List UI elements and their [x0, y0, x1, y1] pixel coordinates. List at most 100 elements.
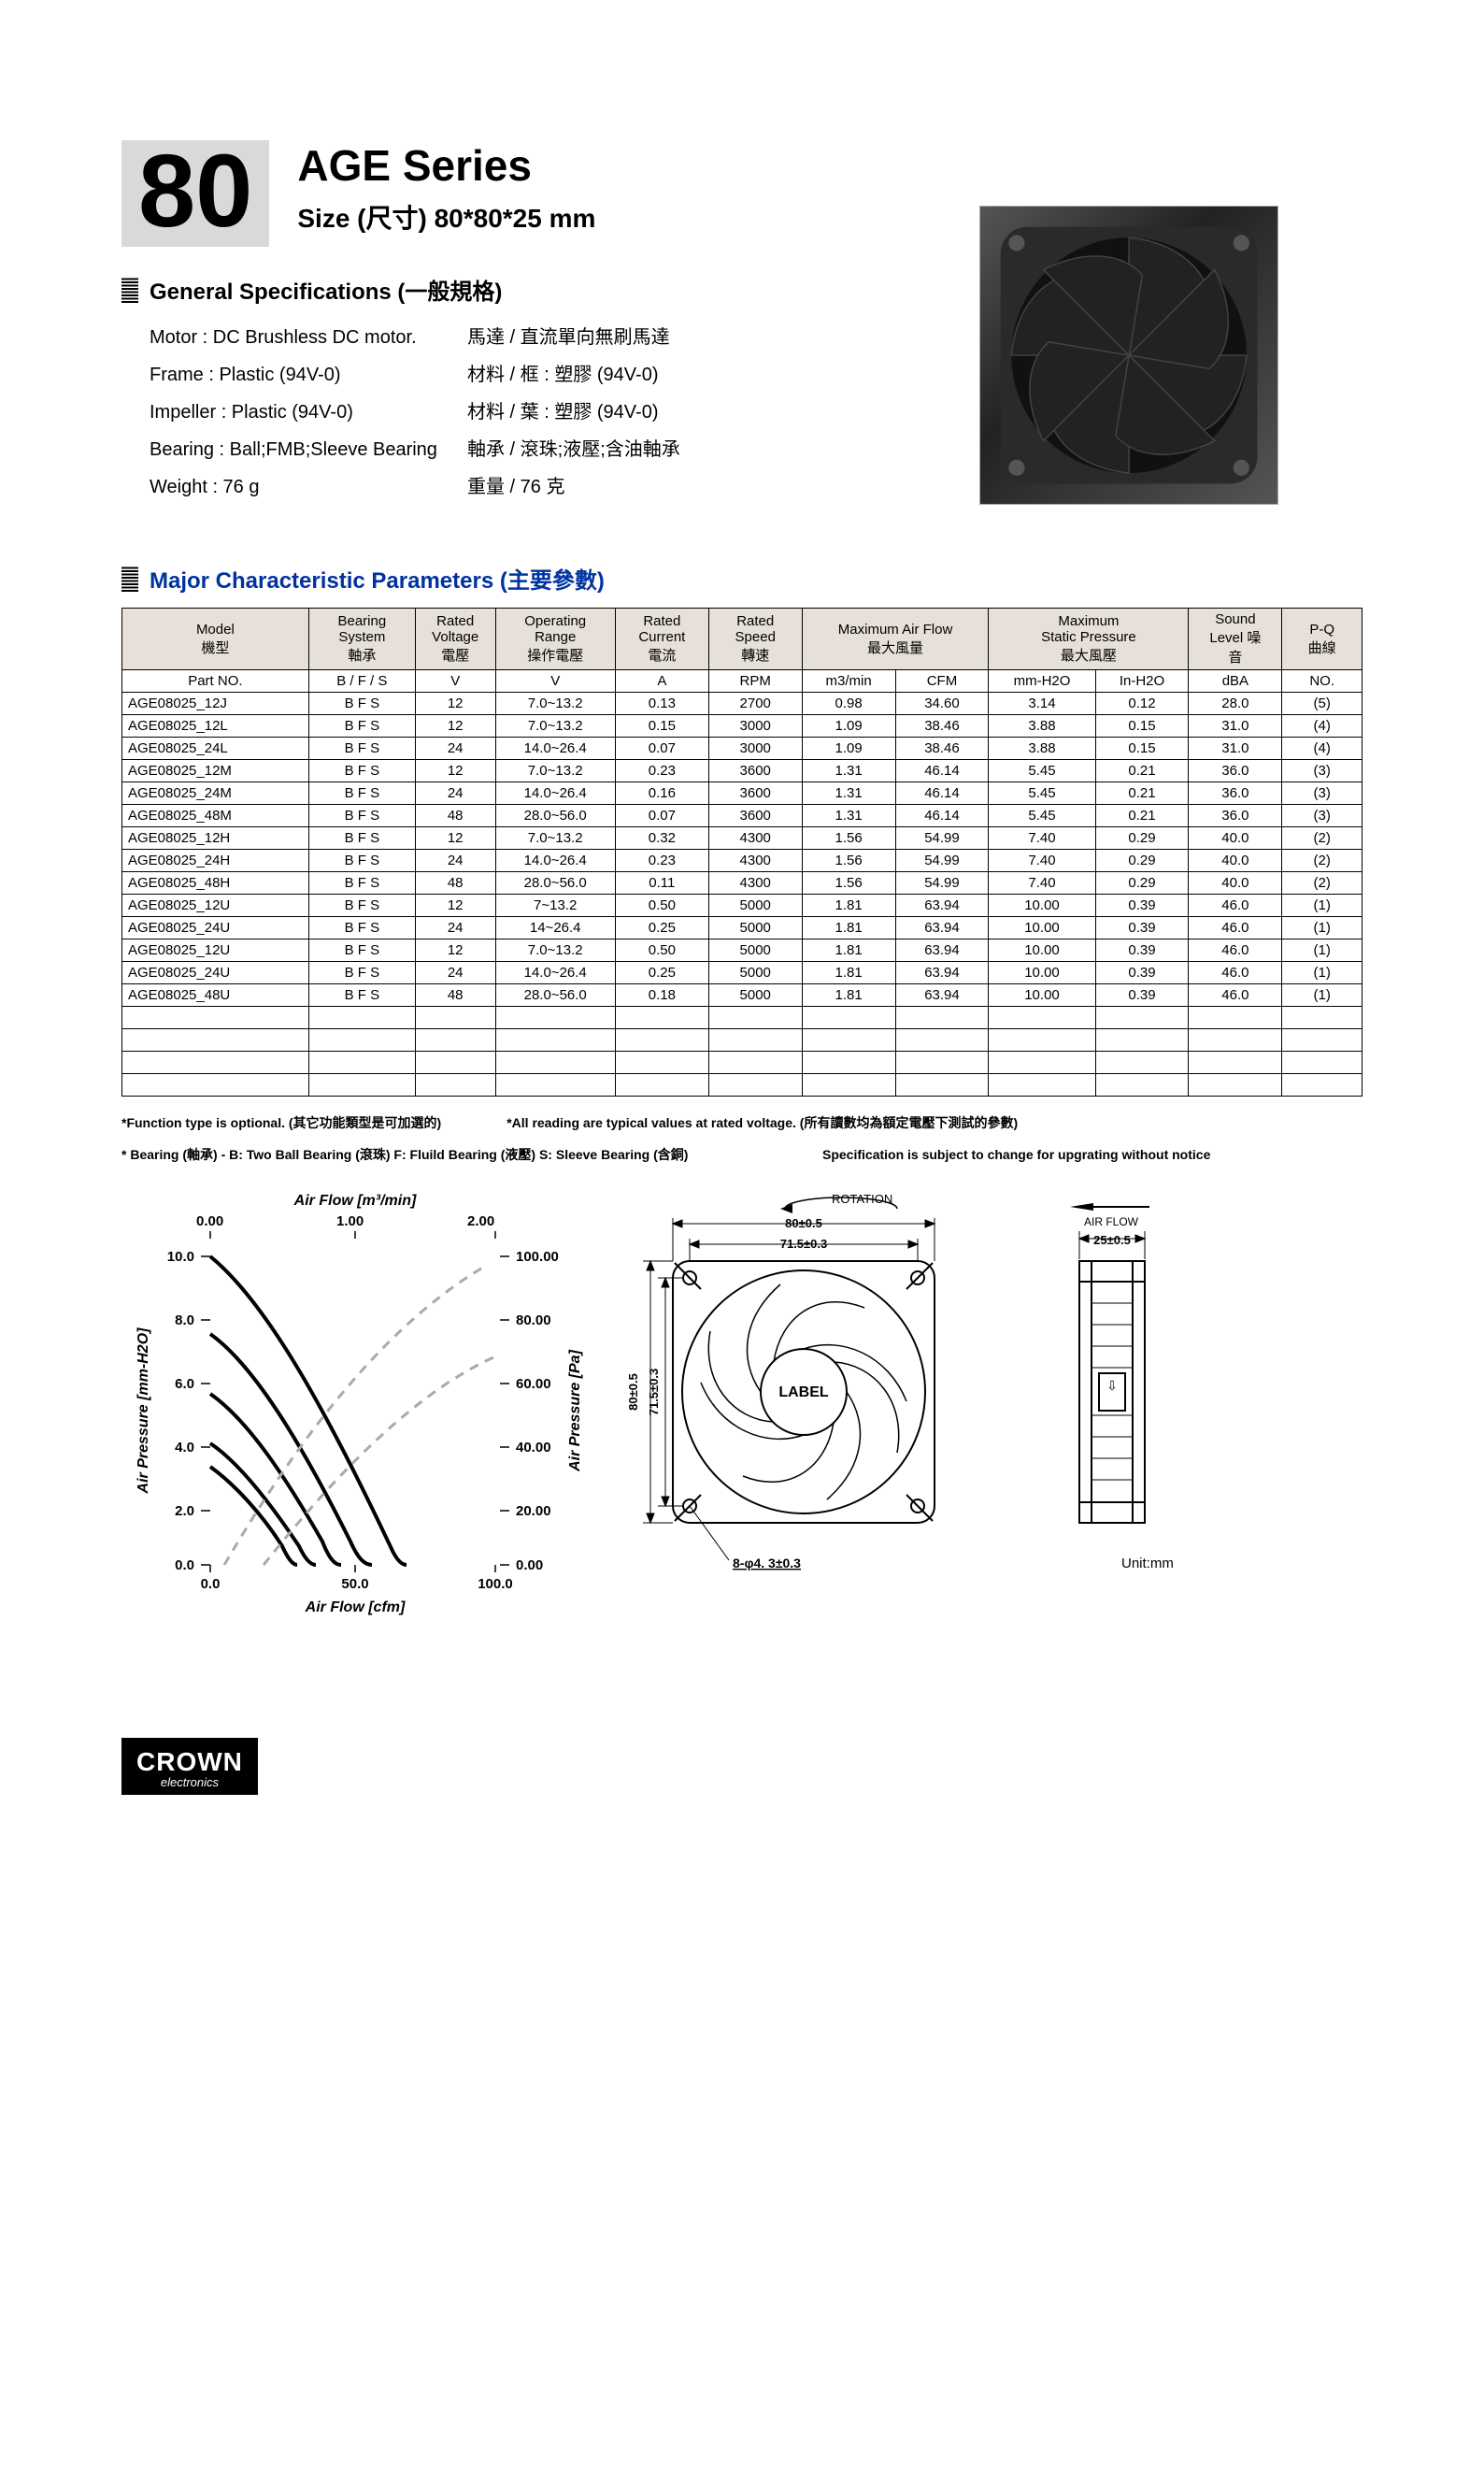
table-cell: 28.0 — [1189, 693, 1282, 715]
table-cell: 54.99 — [895, 850, 989, 872]
table-cell: 3000 — [708, 715, 802, 738]
table-cell: 28.0~56.0 — [495, 805, 615, 827]
svg-text:0.0: 0.0 — [201, 1576, 221, 1592]
table-cell — [895, 1007, 989, 1029]
table-cell: 1.81 — [802, 939, 895, 962]
table-cell: 5.45 — [989, 805, 1095, 827]
table-cell — [1189, 1029, 1282, 1052]
spec-left: Impeller : Plastic (94V-0) — [150, 394, 467, 431]
table-row-empty — [122, 1052, 1363, 1074]
table-cell: (4) — [1282, 715, 1363, 738]
table-cell: 1.56 — [802, 850, 895, 872]
table-cell: 34.60 — [895, 693, 989, 715]
table-cell: 40.0 — [1189, 850, 1282, 872]
table-cell — [615, 1007, 708, 1029]
table-cell — [895, 1074, 989, 1097]
table-cell: 14.0~26.4 — [495, 850, 615, 872]
spec-right: 重量 / 76 克 — [467, 468, 766, 506]
table-cell: 28.0~56.0 — [495, 984, 615, 1007]
table-cell: 3000 — [708, 738, 802, 760]
table-row: AGE08025_12LB F S127.0~13.20.1530001.093… — [122, 715, 1363, 738]
table-cell: AGE08025_48M — [122, 805, 309, 827]
pq-chart: Air Flow [m³/min] 0.00 1.00 2.00 10.08.0… — [121, 1186, 589, 1635]
table-subheader: NO. — [1282, 670, 1363, 693]
parameters-table: Model 機型Bearing System 軸承Rated Voltage 電… — [121, 608, 1363, 1097]
table-cell: 46.0 — [1189, 962, 1282, 984]
table-cell: 0.12 — [1095, 693, 1189, 715]
table-row: AGE08025_12JB F S127.0~13.20.1327000.983… — [122, 693, 1363, 715]
table-cell: 63.94 — [895, 895, 989, 917]
table-cell: 0.50 — [615, 939, 708, 962]
table-cell — [989, 1052, 1095, 1074]
table-cell: 0.18 — [615, 984, 708, 1007]
table-cell: 38.46 — [895, 715, 989, 738]
table-cell: 31.0 — [1189, 715, 1282, 738]
table-cell: B F S — [308, 850, 415, 872]
svg-text:0.00: 0.00 — [516, 1557, 543, 1573]
table-cell: 7.40 — [989, 827, 1095, 850]
spec-left: Bearing : Ball;FMB;Sleeve Bearing — [150, 431, 467, 468]
table-cell: AGE08025_24U — [122, 962, 309, 984]
table-cell: (2) — [1282, 827, 1363, 850]
spec-left: Weight : 76 g — [150, 468, 467, 506]
table-row: AGE08025_24UB F S2414~26.40.2550001.8163… — [122, 917, 1363, 939]
table-cell: 0.23 — [615, 760, 708, 782]
table-cell — [1189, 1074, 1282, 1097]
table-row: AGE08025_48UB F S4828.0~56.00.1850001.81… — [122, 984, 1363, 1007]
table-cell: 14.0~26.4 — [495, 962, 615, 984]
product-image — [979, 206, 1278, 505]
table-cell: AGE08025_12U — [122, 939, 309, 962]
table-cell — [122, 1007, 309, 1029]
table-row-empty — [122, 1074, 1363, 1097]
table-cell: 3.88 — [989, 738, 1095, 760]
ylabel-right: Air Pressure [Pa] — [567, 1349, 583, 1472]
table-cell: 46.14 — [895, 782, 989, 805]
table-cell: 0.29 — [1095, 827, 1189, 850]
spec-left: Motor : DC Brushless DC motor. — [150, 319, 467, 356]
model-number: 80 — [121, 140, 269, 247]
table-cell: (1) — [1282, 895, 1363, 917]
table-cell: 1.56 — [802, 827, 895, 850]
table-cell: 4300 — [708, 850, 802, 872]
table-row: AGE08025_24HB F S2414.0~26.40.2343001.56… — [122, 850, 1363, 872]
note-3: * Bearing (軸承) - B: Two Ball Bearing (滾珠… — [121, 1141, 757, 1168]
table-header: Model 機型 — [122, 609, 309, 670]
svg-text:8.0: 8.0 — [175, 1312, 194, 1328]
table-cell: 1.81 — [802, 962, 895, 984]
table-cell: 12 — [415, 760, 495, 782]
table-cell: 12 — [415, 827, 495, 850]
table-cell: 0.32 — [615, 827, 708, 850]
table-header: Rated Current 電流 — [615, 609, 708, 670]
table-cell: AGE08025_12M — [122, 760, 309, 782]
table-cell: 12 — [415, 693, 495, 715]
table-cell: 36.0 — [1189, 782, 1282, 805]
table-subheader: RPM — [708, 670, 802, 693]
table-cell: 1.09 — [802, 715, 895, 738]
table-row: AGE08025_24UB F S2414.0~26.40.2550001.81… — [122, 962, 1363, 984]
svg-text:100.00: 100.00 — [516, 1249, 559, 1265]
table-cell: 24 — [415, 782, 495, 805]
brand-name: CROWN — [136, 1747, 243, 1776]
table-cell: 5000 — [708, 984, 802, 1007]
svg-text:71.5±0.3: 71.5±0.3 — [647, 1369, 661, 1416]
table-cell: B F S — [308, 805, 415, 827]
table-cell: 0.25 — [615, 917, 708, 939]
table-row-empty — [122, 1007, 1363, 1029]
table-cell: 0.23 — [615, 850, 708, 872]
table-cell — [615, 1052, 708, 1074]
table-cell: 10.00 — [989, 939, 1095, 962]
table-cell: 63.94 — [895, 939, 989, 962]
table-cell: 54.99 — [895, 872, 989, 895]
table-cell — [1189, 1007, 1282, 1029]
table-cell: 36.0 — [1189, 805, 1282, 827]
table-cell: (1) — [1282, 917, 1363, 939]
table-header: Bearing System 軸承 — [308, 609, 415, 670]
table-cell: 0.98 — [802, 693, 895, 715]
spec-right: 材料 / 框 : 塑膠 (94V-0) — [467, 356, 766, 394]
table-cell: 48 — [415, 984, 495, 1007]
table-subheader: V — [495, 670, 615, 693]
table-subheader: mm-H2O — [989, 670, 1095, 693]
svg-text:25±0.5: 25±0.5 — [1093, 1233, 1131, 1247]
table-row: AGE08025_12HB F S127.0~13.20.3243001.565… — [122, 827, 1363, 850]
svg-text:6.0: 6.0 — [175, 1376, 194, 1392]
